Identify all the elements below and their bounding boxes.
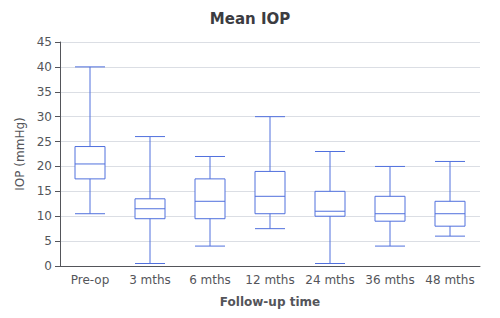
- svg-text:45: 45: [37, 35, 52, 49]
- svg-text:3 mths: 3 mths: [129, 273, 171, 287]
- svg-text:5: 5: [44, 234, 52, 248]
- svg-text:IOP (mmHg): IOP (mmHg): [13, 117, 27, 190]
- svg-text:12 mths: 12 mths: [245, 273, 294, 287]
- svg-text:35: 35: [37, 85, 52, 99]
- svg-text:30: 30: [37, 110, 52, 124]
- svg-text:25: 25: [37, 135, 52, 149]
- svg-text:Follow-up time: Follow-up time: [220, 295, 320, 309]
- svg-text:36 mths: 36 mths: [365, 273, 414, 287]
- svg-text:Pre-op: Pre-op: [71, 273, 110, 287]
- svg-text:15: 15: [37, 184, 52, 198]
- svg-text:10: 10: [37, 209, 52, 223]
- svg-text:24 mths: 24 mths: [305, 273, 354, 287]
- svg-text:0: 0: [44, 259, 52, 273]
- svg-text:6 mths: 6 mths: [189, 273, 231, 287]
- svg-text:Mean IOP: Mean IOP: [210, 10, 290, 28]
- svg-text:20: 20: [37, 159, 52, 173]
- svg-text:48 mths: 48 mths: [425, 273, 474, 287]
- svg-text:40: 40: [37, 60, 52, 74]
